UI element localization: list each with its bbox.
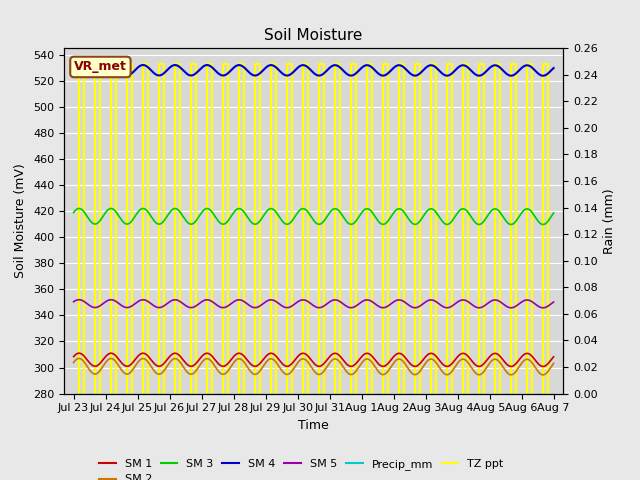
Bar (127, 64, 132, 394)
Text: VR_met: VR_met (74, 60, 127, 73)
Bar (303, 64, 308, 394)
Bar (191, 64, 196, 394)
Bar (431, 64, 436, 394)
Y-axis label: Rain (mm): Rain (mm) (604, 188, 616, 253)
Bar (351, 64, 356, 394)
Bar (287, 64, 292, 394)
Bar (111, 64, 116, 394)
Bar (479, 64, 484, 394)
Bar (511, 64, 516, 394)
Bar (415, 64, 420, 394)
Legend: TZ ppt: TZ ppt (95, 479, 165, 480)
Bar (223, 64, 228, 394)
Bar (399, 64, 404, 394)
Y-axis label: Soil Moisture (mV): Soil Moisture (mV) (15, 163, 28, 278)
Bar (447, 64, 452, 394)
Bar (95, 64, 100, 394)
Bar (495, 64, 500, 394)
X-axis label: Time: Time (298, 419, 329, 432)
Bar (527, 64, 532, 394)
Bar (255, 64, 260, 394)
Bar (367, 64, 372, 394)
Bar (207, 64, 212, 394)
Bar (143, 64, 148, 394)
Bar (319, 64, 324, 394)
Title: Soil Moisture: Soil Moisture (264, 28, 363, 43)
Bar (159, 64, 164, 394)
Bar (383, 64, 388, 394)
Bar (271, 64, 276, 394)
Bar (335, 64, 340, 394)
Bar (463, 64, 468, 394)
Bar (239, 64, 244, 394)
Bar (79, 64, 84, 394)
Bar (175, 64, 180, 394)
Bar (543, 64, 548, 394)
